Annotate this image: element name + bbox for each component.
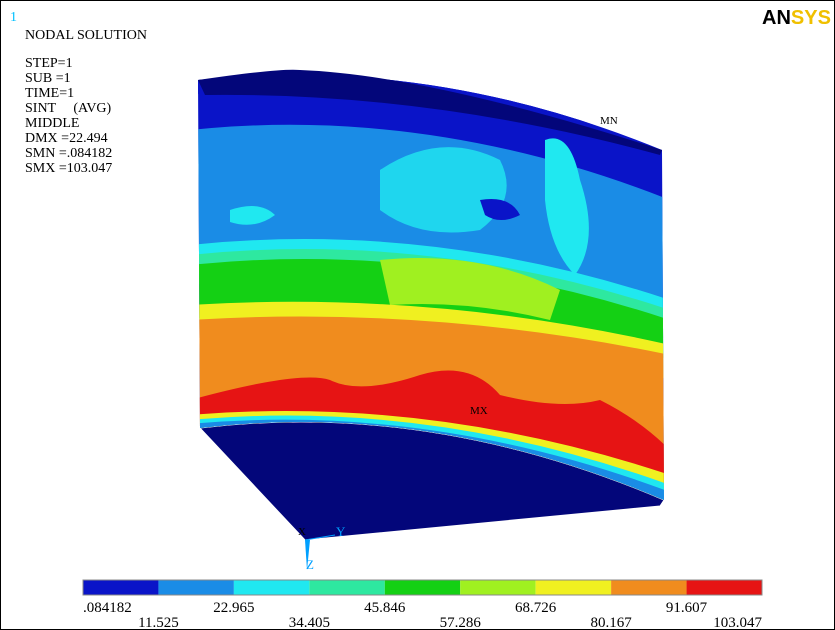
legend-label: 57.286 (440, 615, 482, 630)
logo-part: AN (762, 7, 791, 29)
legend-swatch (385, 580, 460, 595)
legend-swatch (234, 580, 309, 595)
max-marker: MX (470, 405, 488, 417)
info-line: SMN =.084182 (25, 146, 112, 161)
legend-swatch (536, 580, 611, 595)
info-title: NODAL SOLUTION (25, 28, 147, 43)
legend-swatch (460, 580, 535, 595)
window-number: 1 (10, 10, 17, 25)
info-line: DMX =22.494 (25, 131, 108, 146)
legend-label: 91.607 (666, 600, 708, 616)
logo-part: SYS (791, 7, 831, 29)
info-line: SINT (AVG) (25, 101, 112, 116)
triad-label: X (298, 526, 306, 538)
legend-swatch (687, 580, 762, 595)
info-line: SMX =103.047 (25, 161, 112, 176)
triad-label: Y (336, 524, 346, 539)
legend-label: .084182 (83, 600, 132, 616)
body: {"window_number": "1", "info": {"title":… (0, 0, 835, 630)
info-line: STEP=1 (25, 56, 73, 71)
legend-label: 80.167 (590, 615, 632, 630)
legend-swatch (611, 580, 686, 595)
legend-swatch (158, 580, 233, 595)
min-marker: MN (600, 115, 618, 127)
info-line: SUB =1 (25, 71, 71, 86)
legend: .084182 11.525 22.965 34.405 45.846 57.286 68.… (83, 580, 763, 630)
info-line: MIDDLE (25, 116, 79, 131)
legend-label: 11.525 (138, 615, 179, 630)
legend-label: 68.726 (515, 600, 557, 616)
triad-label: Z (306, 557, 314, 572)
page: body { margin: 0; background: #fff; font… (0, 0, 835, 630)
legend-label: 103.047 (713, 615, 762, 630)
logo: ANSYS (762, 7, 831, 29)
graphics-window: Y Z X MN MX 1 NODAL SOLUTION STEP=1SUB =… (0, 0, 835, 630)
info-line: TIME=1 (25, 86, 74, 101)
legend-label: 22.965 (213, 600, 254, 616)
legend-label: 34.405 (289, 615, 330, 630)
legend-swatch (309, 580, 384, 595)
viewport: Y Z X MN MX 1 NODAL SOLUTION STEP=1SUB =… (0, 0, 835, 630)
legend-label: 45.846 (364, 600, 406, 616)
legend-swatch (83, 580, 158, 595)
